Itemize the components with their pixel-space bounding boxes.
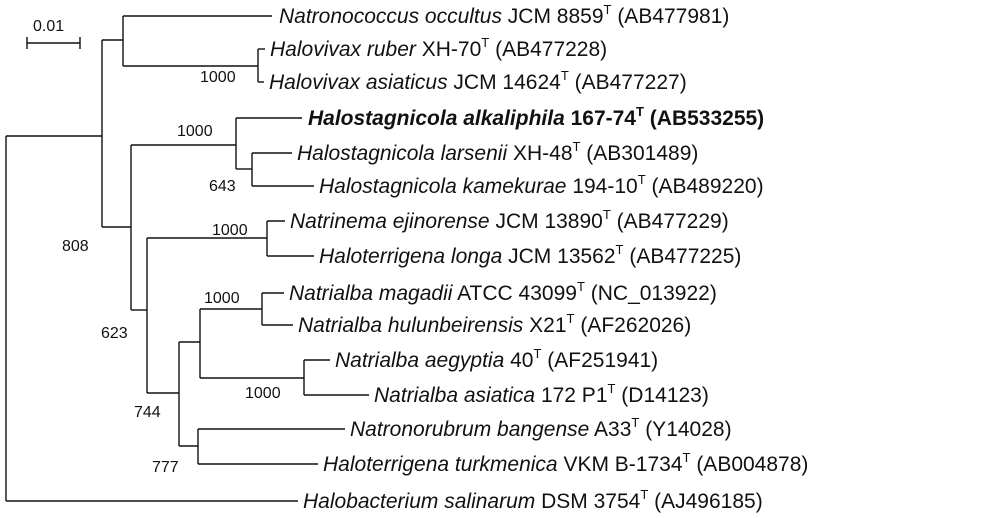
- taxon-accession: (D14123): [621, 384, 709, 407]
- taxon-name: Haloterrigena turkmenica: [323, 453, 558, 476]
- taxon-label-halovivax-ruber: Halovivax ruber XH-70T (AB477228): [270, 35, 607, 61]
- taxon-name: Halobacterium salinarum: [303, 490, 535, 513]
- taxon-accession: (AB533255): [650, 107, 764, 130]
- taxon-name: Natrinema ejinorense: [290, 210, 490, 233]
- taxon-strain: 40: [510, 349, 533, 372]
- taxon-accession: (AB489220): [652, 175, 764, 198]
- taxon-label-halobacterium-salinarum: Halobacterium salinarum DSM 3754T (AJ496…: [303, 487, 763, 513]
- taxon-label-haloterrigena-longa: Haloterrigena longa JCM 13562T (AB477225…: [319, 242, 741, 268]
- taxon-labels: Natronococcus occultus JCM 8859T (AB4779…: [269, 2, 808, 513]
- taxon-accession: (AB477227): [575, 71, 687, 94]
- taxon-strain: 167-74: [571, 107, 637, 130]
- taxon-label-halostagnicola-kamekurae: Halostagnicola kamekurae 194-10T (AB4892…: [319, 172, 764, 198]
- taxon-strain: JCM 13562: [508, 245, 615, 268]
- taxon-accession: (AB477981): [617, 5, 729, 28]
- type-strain-marker: T: [640, 487, 648, 502]
- bootstrap-natrialba-magadii-hulunbeirensis: 1000: [204, 290, 240, 307]
- taxon-accession: (Y14028): [645, 418, 731, 441]
- taxon-strain: A33: [594, 418, 631, 441]
- type-strain-marker: T: [604, 2, 612, 17]
- taxon-strain: ATCC 43099: [457, 282, 577, 305]
- taxon-label-natronococcus-occultus: Natronococcus occultus JCM 8859T (AB4779…: [279, 2, 729, 28]
- type-strain-marker: T: [567, 311, 575, 326]
- type-strain-marker: T: [573, 139, 581, 154]
- taxon-label-natronorubrum-bangense: Natronorubrum bangense A33T (Y14028): [350, 415, 732, 441]
- bootstrap-natrialba-aegyptia-asiatica: 1000: [245, 385, 281, 402]
- scale-bar: 0.01: [26, 18, 81, 49]
- taxon-strain: X21: [529, 314, 566, 337]
- taxon-strain: XH-70: [422, 38, 482, 61]
- bootstrap-natronorubrum-haloterrigena: 777: [152, 459, 179, 476]
- taxon-label-natrialba-magadii: Natrialba magadii ATCC 43099T (NC_013922…: [289, 279, 717, 305]
- taxon-label-halostagnicola-larsenii: Halostagnicola larsenii XH-48T (AB301489…: [297, 139, 698, 165]
- taxon-accession: (AJ496185): [654, 490, 763, 513]
- taxon-accession: (AB301489): [586, 142, 698, 165]
- taxon-name: Natronococcus occultus: [279, 5, 502, 28]
- bootstrap-values: 1000 1000 643 1000 808 623 1000 1000 744…: [62, 69, 281, 476]
- taxon-strain: JCM 8859: [508, 5, 604, 28]
- taxon-name: Natronorubrum bangense: [350, 418, 589, 441]
- taxon-strain: 172 P1: [541, 384, 608, 407]
- taxon-strain: XH-48: [513, 142, 573, 165]
- taxon-accession: (AB477229): [617, 210, 729, 233]
- taxon-name: Haloterrigena longa: [319, 245, 502, 268]
- taxon-name: Natrialba magadii: [289, 282, 454, 305]
- taxon-name: Natrialba asiatica: [374, 384, 535, 407]
- taxon-accession: (AB477225): [629, 245, 741, 268]
- taxon-label-natrinema-ejinorense: Natrinema ejinorense JCM 13890T (AB47722…: [290, 207, 729, 233]
- taxon-accession: (AF262026): [580, 314, 691, 337]
- type-strain-marker: T: [683, 450, 691, 465]
- taxon-name: Halovivax ruber: [270, 38, 417, 61]
- type-strain-marker: T: [636, 104, 644, 119]
- taxon-name: Halostagnicola larsenii: [297, 142, 508, 165]
- taxon-label-halovivax-asiaticus: Halovivax asiaticus JCM 14624T (AB477227…: [269, 68, 687, 94]
- type-strain-marker: T: [533, 346, 541, 361]
- taxon-label-haloterrigena-turkmenica: Haloterrigena turkmenica VKM B-1734T (AB…: [323, 450, 808, 476]
- bootstrap-ingroup: 808: [62, 238, 89, 255]
- taxon-accession: (NC_013922): [591, 282, 717, 305]
- bootstrap-natrialba-group: 623: [101, 325, 128, 342]
- taxon-name: Natrialba hulunbeirensis: [298, 314, 524, 337]
- scale-bar-label: 0.01: [33, 18, 64, 35]
- taxon-strain: 194-10: [572, 175, 637, 198]
- type-strain-marker: T: [481, 35, 489, 50]
- bootstrap-natrialba-inner: 744: [134, 404, 161, 421]
- taxon-label-natrialba-hulunbeirensis: Natrialba hulunbeirensis X21T (AF262026): [298, 311, 691, 337]
- taxon-accession: (AB004878): [696, 453, 808, 476]
- taxon-accession: (AF251941): [547, 349, 658, 372]
- type-strain-marker: T: [561, 68, 569, 83]
- taxon-strain: JCM 14624: [453, 71, 561, 94]
- bootstrap-natrinema-haloterrigena: 1000: [212, 222, 248, 239]
- type-strain-marker: T: [608, 381, 616, 396]
- taxon-name: Halovivax asiaticus: [269, 71, 448, 94]
- type-strain-marker: T: [638, 172, 646, 187]
- taxon-strain: JCM 13890: [495, 210, 602, 233]
- taxon-label-natrialba-asiatica: Natrialba asiatica 172 P1T (D14123): [374, 381, 709, 407]
- taxon-strain: DSM 3754: [541, 490, 641, 513]
- type-strain-marker: T: [616, 242, 624, 257]
- taxon-label-halostagnicola-alkaliphila: Halostagnicola alkaliphila 167-74T (AB53…: [308, 104, 764, 130]
- taxon-name: Halostagnicola kamekurae: [319, 175, 566, 198]
- tree-branches: [5, 15, 369, 502]
- taxon-name: Natrialba aegyptia: [335, 349, 504, 372]
- bootstrap-halostagnicola-inner: 643: [209, 178, 236, 195]
- taxon-label-natrialba-aegyptia: Natrialba aegyptia 40T (AF251941): [335, 346, 658, 372]
- taxon-accession: (AB477228): [495, 38, 607, 61]
- type-strain-marker: T: [577, 279, 585, 294]
- bootstrap-halostagnicola-clade: 1000: [177, 123, 213, 140]
- type-strain-marker: T: [631, 415, 639, 430]
- taxon-strain: VKM B-1734: [563, 453, 682, 476]
- bootstrap-halovivax: 1000: [200, 69, 236, 86]
- type-strain-marker: T: [603, 207, 611, 222]
- taxon-name: Halostagnicola alkaliphila: [308, 107, 565, 130]
